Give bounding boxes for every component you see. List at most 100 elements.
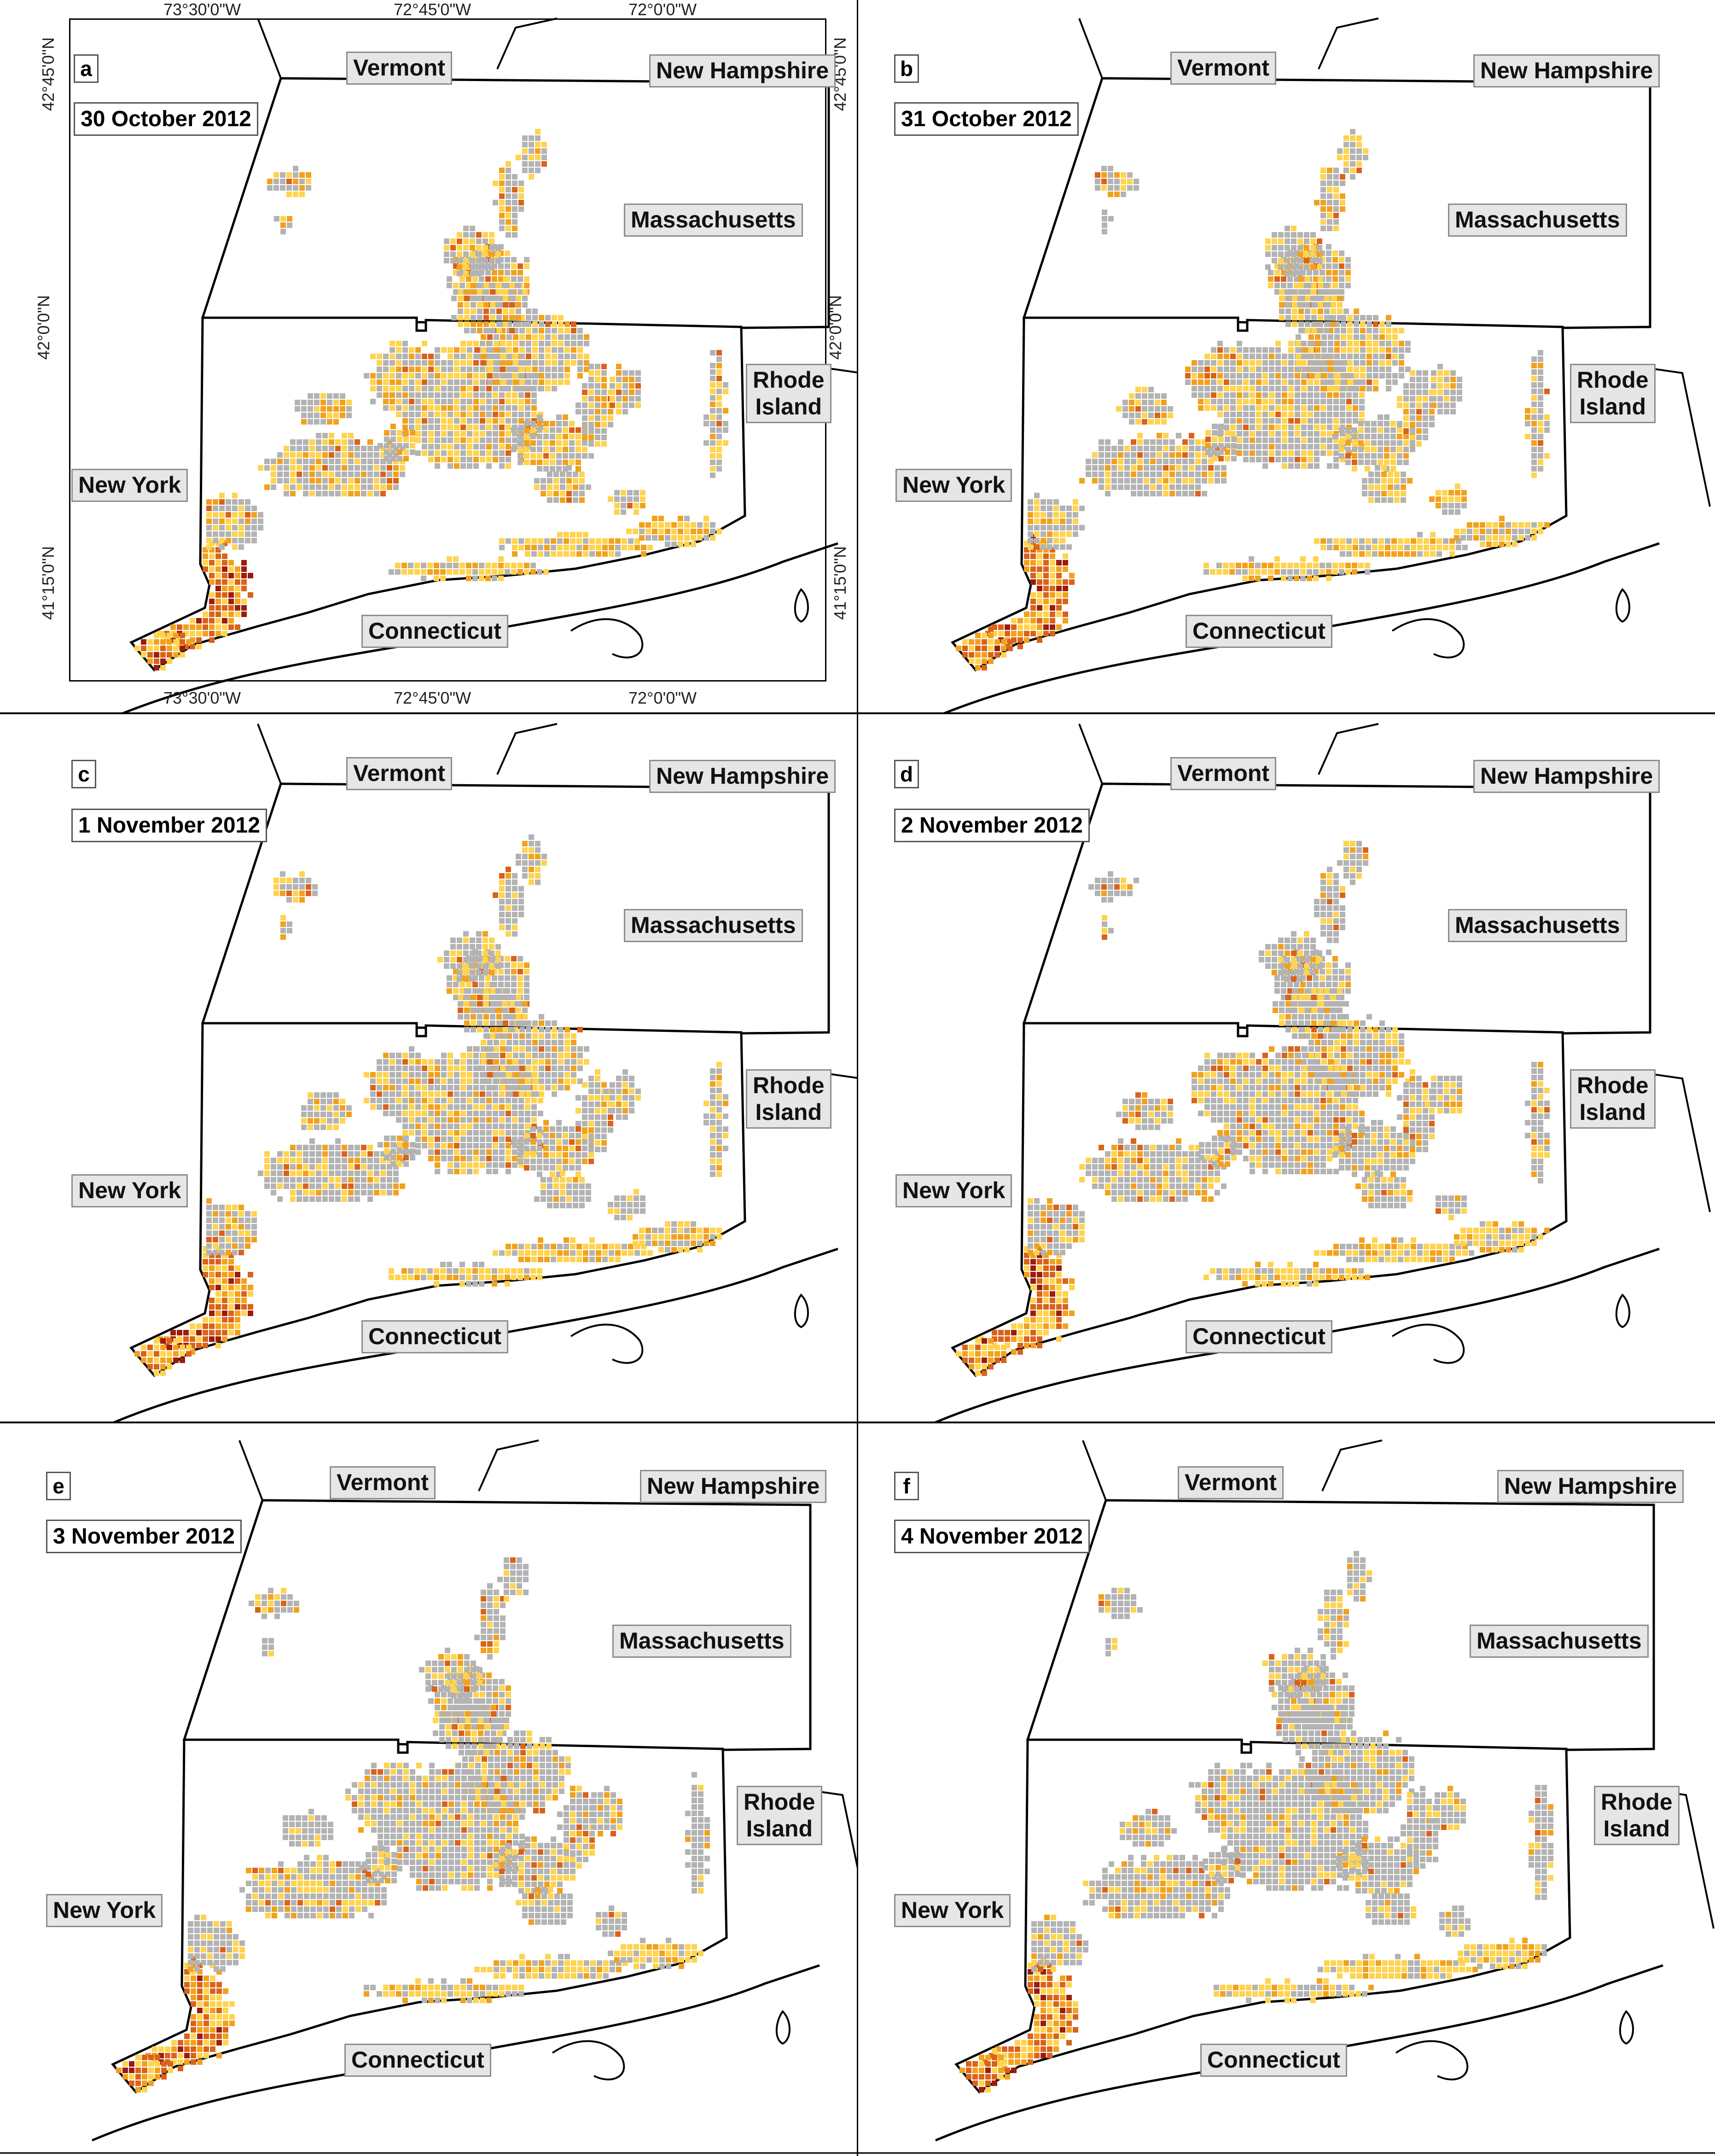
impact-cell	[640, 490, 645, 495]
impact-cell	[303, 446, 308, 451]
impact-cell	[448, 373, 453, 379]
impact-cell	[1544, 453, 1550, 459]
map-svg-b	[942, 17, 1711, 713]
impact-cell	[1340, 412, 1345, 417]
impact-cell	[251, 1224, 257, 1230]
impact-cell	[361, 491, 366, 496]
impact-cell	[615, 551, 621, 557]
impact-cell	[154, 1370, 159, 1376]
impact-cell	[1056, 586, 1062, 591]
impact-cell	[1359, 545, 1365, 550]
impact-cell	[1462, 545, 1468, 550]
impact-cell	[553, 484, 559, 490]
impact-cell	[595, 409, 600, 414]
label-new-york: New York	[895, 469, 1012, 502]
impact-cell	[509, 309, 515, 314]
impact-cell	[517, 427, 523, 433]
impact-cell	[390, 392, 395, 398]
impact-cell	[320, 419, 326, 425]
impact-cell	[196, 1343, 202, 1348]
impact-cell	[1288, 431, 1294, 437]
impact-cell	[1288, 360, 1294, 366]
impact-cell	[1320, 226, 1326, 231]
impact-cell	[1486, 529, 1492, 534]
impact-cell	[1217, 386, 1223, 391]
impact-cell	[1262, 367, 1268, 372]
impact-cell	[219, 493, 225, 498]
impact-cell	[1030, 618, 1036, 623]
impact-cell	[494, 373, 499, 379]
impact-cell	[1157, 491, 1162, 496]
impact-cell	[1282, 412, 1287, 417]
impact-cell	[1169, 491, 1175, 496]
impact-cell	[383, 379, 389, 385]
impact-cell	[560, 484, 565, 490]
impact-cell	[1275, 431, 1281, 437]
impact-cell	[1060, 531, 1065, 537]
impact-cell	[1407, 478, 1413, 484]
impact-cell	[571, 1078, 576, 1084]
impact-cell	[414, 563, 420, 568]
impact-cell	[1124, 478, 1130, 484]
impact-cell	[258, 512, 263, 518]
impact-cell	[447, 556, 452, 562]
impact-cell	[1037, 579, 1042, 585]
impact-cell	[1318, 315, 1323, 320]
impact-cell	[463, 957, 469, 962]
impact-cell	[532, 1046, 538, 1052]
impact-cell	[467, 1059, 472, 1065]
impact-cell	[1250, 392, 1255, 398]
impact-cell	[448, 392, 453, 398]
impact-cell	[457, 963, 462, 969]
impact-cell	[209, 1336, 215, 1342]
impact-cell	[1317, 245, 1322, 251]
impact-cell	[584, 341, 589, 346]
impact-cell	[543, 1159, 549, 1164]
impact-cell	[1189, 439, 1194, 445]
impact-cell	[506, 1091, 512, 1097]
impact-cell	[678, 522, 683, 528]
impact-cell	[219, 512, 225, 518]
impact-cell	[614, 503, 620, 508]
impact-cell	[1538, 395, 1543, 401]
impact-cell	[588, 364, 594, 369]
impact-cell	[454, 1072, 459, 1078]
impact-cell	[538, 1098, 543, 1103]
lon-top-1: 73°30'0"W	[163, 0, 241, 19]
impact-cell	[517, 276, 523, 282]
impact-cell	[476, 251, 482, 257]
impact-cell	[1442, 509, 1448, 515]
impact-cell	[1436, 490, 1441, 495]
impact-cell	[571, 354, 576, 359]
impact-cell	[530, 1152, 536, 1158]
impact-cell	[454, 450, 459, 456]
impact-cell	[487, 1059, 493, 1065]
impact-cell	[684, 529, 690, 534]
impact-cell	[1332, 263, 1338, 269]
impact-cell	[1345, 427, 1351, 433]
impact-cell	[1401, 472, 1406, 477]
impact-cell	[173, 1338, 179, 1344]
impact-cell	[716, 427, 722, 433]
impact-cell	[1512, 522, 1517, 528]
impact-cell	[483, 995, 489, 1000]
impact-cell	[1368, 484, 1374, 490]
impact-cell	[610, 377, 615, 382]
impact-cell	[290, 459, 296, 464]
impact-cell	[1333, 200, 1339, 205]
impact-cell	[355, 1158, 360, 1163]
impact-cell	[396, 360, 401, 366]
impact-cell	[1390, 447, 1396, 452]
impact-cell	[222, 586, 227, 591]
impact-cell	[490, 283, 495, 288]
impact-cell	[1101, 166, 1107, 171]
impact-cell	[1285, 245, 1290, 251]
impact-cell	[1205, 437, 1211, 442]
impact-cell	[710, 466, 715, 472]
impact-cell	[530, 440, 536, 446]
impact-cell	[503, 1020, 508, 1026]
impact-cell	[576, 1139, 581, 1145]
impact-cell	[595, 422, 600, 427]
impact-cell	[1285, 309, 1291, 314]
impact-cell	[490, 982, 495, 987]
